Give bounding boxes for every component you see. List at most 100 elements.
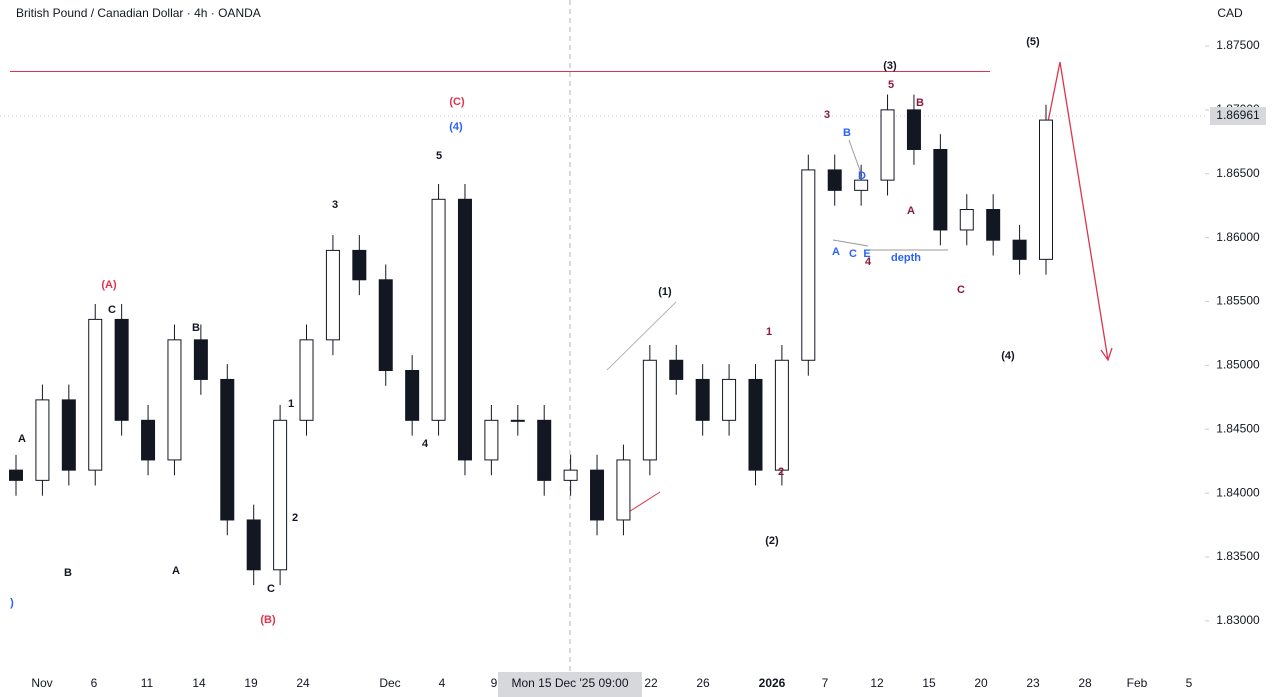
x-tick-label: 23 xyxy=(1026,676,1040,690)
candle-body xyxy=(563,469,578,481)
wave-label: C xyxy=(108,304,116,316)
candle-body xyxy=(299,339,314,421)
y-tick-label: 1.85500 xyxy=(1216,294,1260,308)
candle-body xyxy=(246,519,261,571)
candle-body xyxy=(986,209,1001,241)
wave-label: (C) xyxy=(449,96,465,108)
candle-body xyxy=(854,179,869,191)
x-tick-label: 12 xyxy=(870,676,884,690)
candle-body xyxy=(378,279,393,371)
candle-body xyxy=(722,378,737,421)
x-tick-label: 9 xyxy=(491,676,498,690)
wave-label: (4) xyxy=(1001,350,1015,362)
y-tick-label: 1.83500 xyxy=(1216,549,1260,563)
x-tick-label: Dec xyxy=(379,676,400,690)
y-tick-label: 1.85000 xyxy=(1216,358,1260,372)
wave-label: A xyxy=(18,433,26,445)
x-tick-label: Feb xyxy=(1127,676,1148,690)
x-tick-label: Nov xyxy=(31,676,52,690)
projection xyxy=(1047,61,1109,361)
candle-body xyxy=(273,419,288,571)
candle-body xyxy=(748,378,763,471)
wave-label: E xyxy=(863,248,870,260)
x-tick-label: 26 xyxy=(696,676,710,690)
x-tick-label: 28 xyxy=(1078,676,1092,690)
wave-label: D xyxy=(858,170,866,182)
wave-label: (3) xyxy=(883,60,897,72)
wave-label: (1) xyxy=(658,286,672,298)
candle-body xyxy=(906,109,921,150)
candle-body xyxy=(774,359,789,471)
y-tick-label: 1.84000 xyxy=(1216,485,1260,499)
projection-arrowhead xyxy=(1100,347,1113,362)
x-tick-label: 20 xyxy=(974,676,988,690)
candle-body xyxy=(325,249,340,341)
wave-label: 5 xyxy=(888,79,894,91)
last-price-box xyxy=(1210,107,1266,125)
candle-body xyxy=(616,459,631,521)
x-tick-label: 15 xyxy=(922,676,936,690)
candle-body xyxy=(9,469,23,481)
candle-body xyxy=(695,378,710,421)
candle-body xyxy=(405,369,420,421)
wave-label: B xyxy=(64,567,72,579)
crosshair-label: Mon 15 Dec '25 09:00 xyxy=(511,676,628,690)
wave-label: C xyxy=(957,284,965,296)
x-tick-label: 5 xyxy=(1186,676,1193,690)
chart-title: British Pound / Canadian Dollar · 4h · O… xyxy=(16,6,261,20)
candle-body xyxy=(193,339,208,380)
wave-label: (5) xyxy=(1026,36,1040,48)
candle-body xyxy=(352,249,367,281)
wave-label: (B) xyxy=(260,614,276,626)
x-tick-label: 7 xyxy=(822,676,829,690)
candle-body xyxy=(220,378,235,521)
wave-label: 2 xyxy=(778,466,784,478)
x-tick-label: 19 xyxy=(244,676,258,690)
candle-body xyxy=(484,419,499,461)
wave-label: 4 xyxy=(422,438,429,450)
x-tick-label: 4 xyxy=(439,676,446,690)
wave-label: depth xyxy=(891,252,921,264)
last-price-label: 1.86961 xyxy=(1216,108,1260,122)
wave-label: 1 xyxy=(288,398,294,410)
wave-label: B xyxy=(843,127,851,139)
candle-body xyxy=(669,359,684,380)
candle-body xyxy=(1039,119,1053,260)
wave-label: C xyxy=(267,583,275,595)
currency-label: CAD xyxy=(1217,6,1243,20)
wave-label: C xyxy=(849,248,857,260)
trend-line xyxy=(606,301,677,371)
wave-label: (2) xyxy=(765,535,779,547)
crosshair-box xyxy=(498,672,642,697)
wave-label: A xyxy=(172,565,180,577)
x-tick-label: 6 xyxy=(91,676,98,690)
candle-body xyxy=(537,419,552,481)
candle-body xyxy=(431,198,446,421)
wave-label: (A) xyxy=(101,279,117,291)
wave-label: 3 xyxy=(332,199,338,211)
x-tick-label: 11 xyxy=(141,676,154,690)
wave-label: A xyxy=(907,205,915,217)
y-tick-label: 1.83000 xyxy=(1216,613,1260,627)
wave-label: 1 xyxy=(766,326,772,338)
candle-body xyxy=(167,339,182,461)
wave-label: B xyxy=(916,97,924,109)
wave-label: 2 xyxy=(292,512,298,524)
candle-body xyxy=(141,419,156,461)
candle-body xyxy=(880,109,895,181)
candle-body xyxy=(35,399,50,481)
wave-label: 5 xyxy=(436,150,442,162)
wave-label: 4 xyxy=(865,256,872,268)
candle-body xyxy=(933,148,948,231)
candle-body xyxy=(88,318,103,471)
x-tick-label: 24 xyxy=(296,676,310,690)
y-tick-label: 1.86000 xyxy=(1216,230,1260,244)
wave-label: B xyxy=(192,322,200,334)
pattern-line xyxy=(832,239,869,247)
wave-label: ) xyxy=(10,597,14,609)
x-tick-label: 22 xyxy=(644,676,658,690)
candle-body xyxy=(114,318,129,421)
candle-body xyxy=(959,209,974,231)
